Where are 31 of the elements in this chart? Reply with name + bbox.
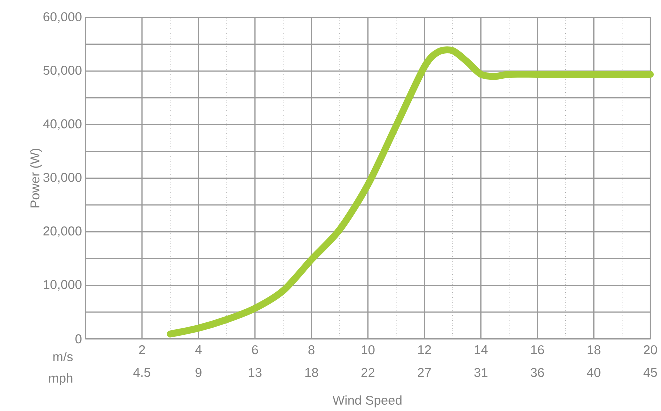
y-tick-label: 60,000 bbox=[44, 12, 82, 24]
x-tick-label: 10 bbox=[362, 346, 375, 355]
x-axis-title: Wind Speed bbox=[332, 396, 402, 408]
x-tick-label: 16 bbox=[531, 346, 544, 355]
y-tick-label: 10,000 bbox=[44, 280, 82, 291]
x2-tick-label: 45 bbox=[644, 368, 658, 378]
y-tick-label: 40,000 bbox=[43, 120, 82, 130]
x2-tick-label: 36 bbox=[530, 368, 544, 378]
x2-tick-label: 9 bbox=[196, 368, 202, 378]
x2-tick-label: 4.5 bbox=[134, 368, 151, 378]
y-tick-label: 30,000 bbox=[44, 173, 82, 184]
x-tick-label: 4 bbox=[195, 346, 202, 354]
x2-tick-label: 13 bbox=[249, 368, 262, 378]
x2-tick-label: 40 bbox=[587, 368, 601, 378]
x-tick-label: 18 bbox=[588, 346, 601, 355]
text: m/s bbox=[54, 352, 73, 362]
x2-tick-label: 27 bbox=[418, 368, 432, 378]
text: mph bbox=[49, 374, 73, 386]
y-axis-title: Power (W) bbox=[30, 148, 42, 208]
x-tick-label: 12 bbox=[418, 346, 432, 354]
x-tick-label: 2 bbox=[139, 346, 146, 354]
y-tick-label: 50,000 bbox=[44, 66, 82, 77]
x-tick-label: 14 bbox=[474, 346, 488, 354]
x-tick-label: 20 bbox=[644, 346, 658, 355]
y-tick-label: 0 bbox=[76, 334, 82, 344]
y-tick-label: 20,000 bbox=[44, 226, 82, 238]
x-tick-label: 8 bbox=[308, 346, 315, 355]
x2-tick-label: 31 bbox=[474, 368, 488, 378]
x2-tick-label: 18 bbox=[306, 368, 318, 378]
x2-tick-label: 22 bbox=[362, 368, 375, 378]
x-tick-label: 6 bbox=[252, 346, 258, 355]
